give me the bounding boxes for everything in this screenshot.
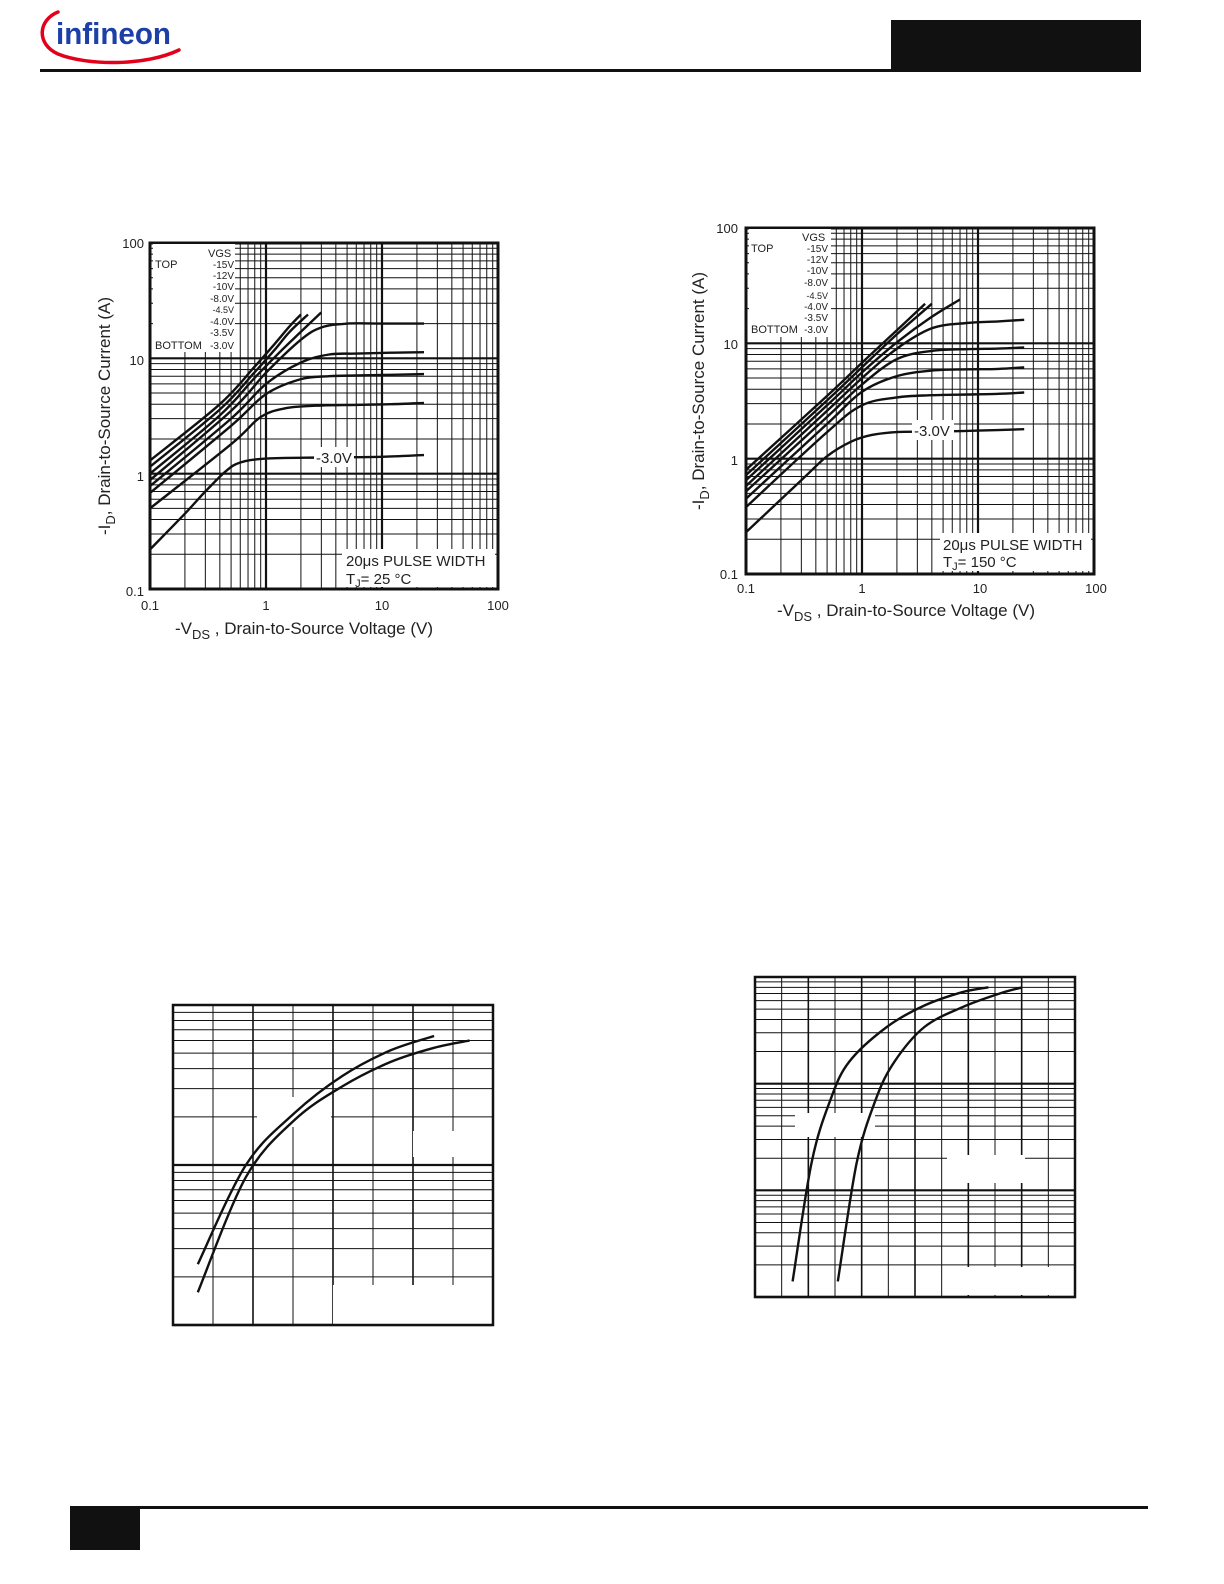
plot-border	[744, 226, 1096, 576]
svg-text:infineon: infineon	[56, 16, 171, 51]
legend-bottom-label: BOTTOM	[155, 340, 202, 352]
series-line	[149, 322, 424, 482]
label-mask	[947, 1155, 1025, 1183]
label-mask	[333, 1285, 493, 1325]
series-line	[149, 372, 425, 494]
legend-entry: -15V	[807, 244, 828, 255]
series-line	[149, 313, 309, 468]
series-line	[149, 453, 425, 551]
chart-grid	[148, 243, 498, 591]
x-axis-label: -VDS , Drain-to-Source Voltage (V)	[175, 619, 433, 642]
lower-right-chart	[753, 975, 1077, 1299]
footer-black-box	[70, 1508, 140, 1550]
curve-label: -3.0V	[316, 450, 352, 467]
legend-entry: -12V	[807, 255, 828, 266]
series-line	[745, 346, 1025, 493]
legend-entry: -3.5V	[804, 313, 828, 324]
series-line	[196, 1034, 435, 1265]
y-tick-label: 100	[716, 221, 738, 236]
chart-series	[196, 1034, 470, 1293]
legend-entry: -3.5V	[210, 328, 234, 339]
series-line	[745, 302, 933, 476]
legend-bottom-label: BOTTOM	[751, 324, 798, 336]
x-tick-label: 10	[375, 598, 389, 613]
x-tick-label: 100	[1085, 581, 1107, 596]
plot-border	[148, 241, 500, 591]
series-line	[149, 401, 425, 510]
series-line	[745, 366, 1025, 500]
legend-entry: -3.0V	[210, 341, 234, 352]
legend-entry: -10V	[807, 266, 828, 277]
pulse-width-annotation: 20μs PULSE WIDTH	[943, 537, 1083, 554]
legend-entry: -4.5V	[806, 291, 828, 301]
plot-border	[171, 1003, 495, 1327]
label-mask	[965, 1267, 1073, 1295]
infineon-logo: infineon	[36, 6, 186, 68]
series-line	[196, 1039, 470, 1293]
chart-series	[791, 986, 1023, 1282]
legend-entry: -10V	[213, 282, 234, 293]
series-line	[149, 311, 323, 475]
x-axis-label: -VDS , Drain-to-Source Voltage (V)	[777, 601, 1035, 624]
x-tick-label: 1	[858, 581, 865, 596]
y-tick-label: 10	[724, 337, 738, 352]
footer-rule	[70, 1506, 1148, 1509]
y-tick-label: 100	[122, 236, 144, 251]
x-tick-label: 1	[262, 598, 269, 613]
legend-entry: -3.0V	[804, 325, 828, 336]
header-black-box	[891, 20, 1141, 71]
y-tick-label: 1	[137, 469, 144, 484]
series-line	[149, 313, 302, 462]
legend-entry: -4.0V	[210, 317, 234, 328]
chart-series	[745, 298, 1025, 534]
y-tick-label: 1	[731, 453, 738, 468]
series-line	[745, 318, 1025, 487]
legend-header: VGS	[208, 248, 231, 260]
series-line	[745, 391, 1025, 508]
output-characteristics-chart-150c: VGS TOP BOTTOM -15V -12V -10V -8.0V -4.5…	[689, 221, 1107, 624]
pulse-width-annotation: 20μs PULSE WIDTH	[346, 553, 486, 570]
legend-top-label: TOP	[751, 243, 773, 255]
output-characteristics-chart-25c: VGS TOP BOTTOM -15V -12V -10V -8.0V -4.5…	[95, 236, 509, 642]
y-tick-label: 10	[130, 353, 144, 368]
legend-entry: -4.5V	[212, 305, 234, 315]
curve-label: -3.0V	[914, 423, 950, 440]
legend-entry: -8.0V	[804, 278, 828, 289]
x-tick-label: 10	[973, 581, 987, 596]
y-tick-label: 0.1	[720, 567, 738, 582]
x-tick-label: 0.1	[141, 598, 159, 613]
legend-entry: -15V	[213, 260, 234, 271]
x-tick-label: 100	[487, 598, 509, 613]
legend-entry: -4.0V	[804, 302, 828, 313]
series-line	[791, 986, 989, 1282]
junction-temp-annotation: TJ= 25 °C	[346, 571, 411, 590]
infineon-logo-graphic: infineon	[40, 10, 181, 65]
series-line	[745, 302, 926, 471]
legend-header: VGS	[802, 232, 825, 244]
series-line	[836, 986, 1023, 1282]
series-line	[745, 428, 1025, 534]
x-tick-label: 0.1	[737, 581, 755, 596]
y-axis-label: -ID, Drain-to-Source Current (A)	[95, 297, 118, 535]
legend-entry: -8.0V	[210, 294, 234, 305]
legend-top-label: TOP	[155, 259, 177, 271]
plot-border	[753, 975, 1077, 1299]
chart-grid	[173, 1005, 493, 1327]
legend-entry: -12V	[213, 271, 234, 282]
series-line	[745, 298, 961, 482]
legend: VGS TOP BOTTOM -15V -12V -10V -8.0V -4.5…	[153, 244, 235, 352]
y-tick-label: 0.1	[126, 584, 144, 599]
junction-temp-annotation: TJ= 150 °C	[943, 554, 1017, 573]
legend: VGS TOP BOTTOM -15V -12V -10V -8.0V -4.5…	[749, 229, 831, 337]
label-mask	[795, 1113, 875, 1137]
series-line	[149, 351, 425, 488]
header-rule	[40, 69, 1141, 72]
lower-left-chart	[171, 1003, 495, 1327]
label-mask	[413, 1131, 493, 1157]
chart-series	[149, 311, 425, 551]
y-axis-label: -ID, Drain-to-Source Current (A)	[689, 272, 712, 510]
